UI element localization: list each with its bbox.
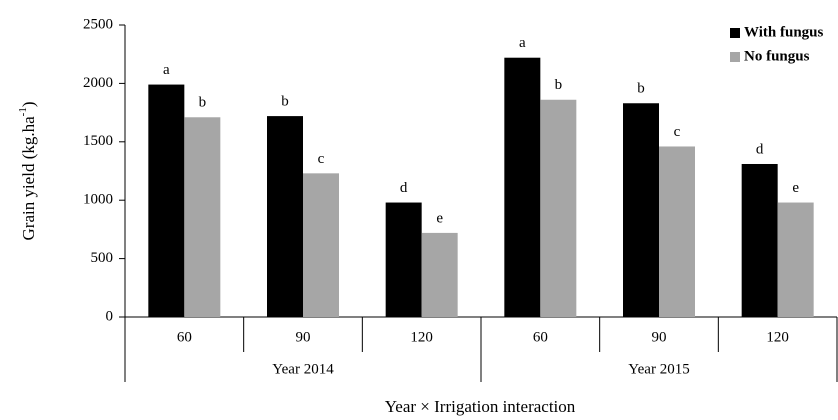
x-tick-label: 120 <box>410 329 433 345</box>
bar <box>385 202 422 317</box>
bar <box>267 116 303 317</box>
y-axis-title: Grain yield (kg.ha-1) <box>17 102 38 241</box>
x-tick-label: 120 <box>766 329 789 345</box>
y-title-suffix: ) <box>19 102 38 108</box>
bar <box>421 232 458 317</box>
bar <box>540 99 577 317</box>
bar <box>148 84 185 318</box>
group-label: Year 2014 <box>272 361 334 377</box>
y-tick-label: 1500 <box>83 133 113 149</box>
annotation: a <box>163 62 170 78</box>
annotation: b <box>637 81 645 97</box>
annotation: e <box>436 210 443 226</box>
bar <box>659 146 695 317</box>
y-tick-label: 2000 <box>83 75 113 91</box>
y-tick-label: 1000 <box>83 192 113 208</box>
bar <box>741 163 778 317</box>
y-tick-label: 2500 <box>83 16 113 32</box>
annotation: a <box>519 35 526 51</box>
y-title-text: Grain yield (kg.ha <box>19 116 38 241</box>
annotation: d <box>756 141 764 157</box>
bar <box>303 173 339 317</box>
annotation: d <box>400 180 408 196</box>
y-tick-label: 0 <box>106 308 114 324</box>
x-tick-label: 60 <box>177 329 192 345</box>
x-tick-label: 90 <box>296 329 311 345</box>
annotation: b <box>281 94 289 110</box>
legend-swatch <box>730 52 740 62</box>
bar <box>184 117 221 317</box>
legend-swatch <box>730 28 740 38</box>
x-axis-title: Year × Irrigation interaction <box>385 397 576 416</box>
annotation: e <box>792 180 799 196</box>
annotation: c <box>318 151 325 167</box>
legend-label: No fungus <box>744 48 810 64</box>
bar <box>504 57 541 317</box>
bar <box>777 202 814 317</box>
annotation: b <box>199 95 207 111</box>
x-tick-label: 90 <box>652 329 667 345</box>
annotation: b <box>555 77 563 93</box>
y-tick-label: 500 <box>91 250 114 266</box>
group-label: Year 2015 <box>628 361 689 377</box>
legend-label: With fungus <box>744 24 824 40</box>
x-tick-label: 60 <box>533 329 548 345</box>
bar <box>623 103 659 317</box>
annotation: c <box>674 124 681 140</box>
y-title-sup: -1 <box>17 107 29 116</box>
